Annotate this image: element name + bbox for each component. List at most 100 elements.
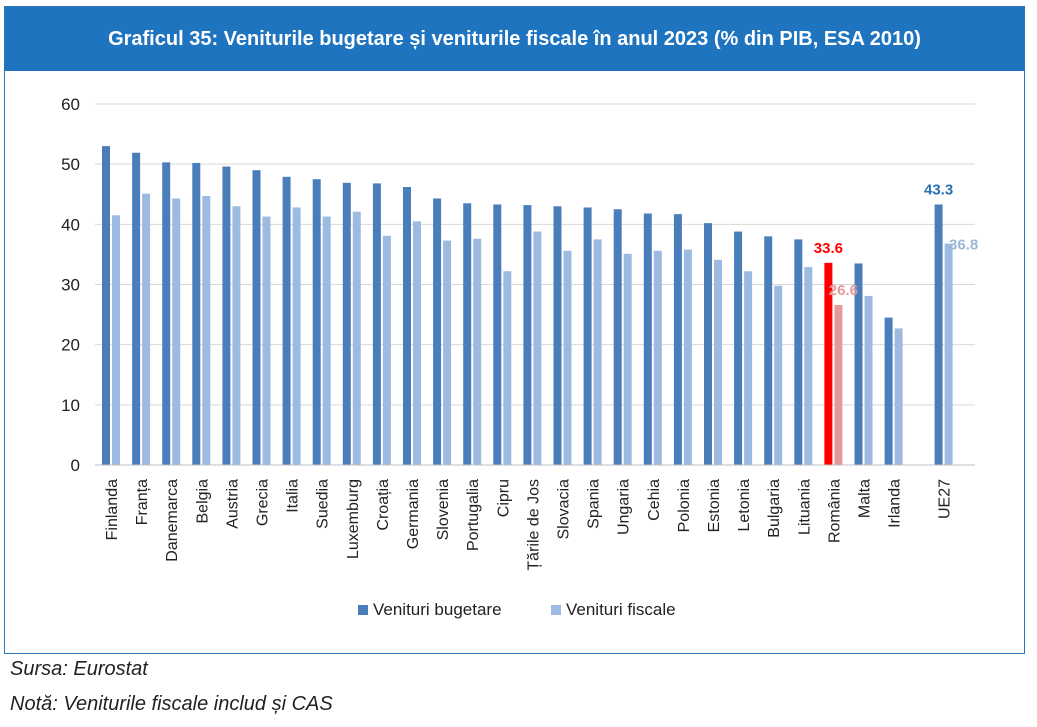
x-tick-label: România xyxy=(826,479,843,543)
bar-venituri-fiscale xyxy=(232,206,241,466)
x-tick-label: Italia xyxy=(285,479,302,513)
data-label: 33.6 xyxy=(814,240,843,257)
chart-title: Graficul 35: Veniturile bugetare și veni… xyxy=(5,7,1024,71)
bar-venituri-fiscale xyxy=(834,304,843,465)
bar-venituri-bugetare xyxy=(794,239,803,465)
bar-venituri-fiscale xyxy=(683,249,692,465)
x-tick-label: Luxemburg xyxy=(345,479,362,559)
bar-venituri-bugetare xyxy=(372,183,381,466)
bar-venituri-fiscale xyxy=(172,198,181,465)
bar-venituri-bugetare xyxy=(643,213,652,465)
x-tick-label: Finlanda xyxy=(104,479,121,540)
bar-venituri-fiscale xyxy=(473,238,482,465)
bar-venituri-bugetare xyxy=(673,214,682,465)
x-tick-label: Belgia xyxy=(194,479,211,524)
legend-swatch xyxy=(358,605,368,615)
bar-venituri-bugetare xyxy=(342,182,351,465)
bar-venituri-bugetare xyxy=(252,170,261,465)
x-tick-label: Bulgaria xyxy=(766,479,783,538)
x-tick-label: Portugalia xyxy=(465,479,482,551)
bar-venituri-fiscale xyxy=(563,250,572,465)
y-axis: 0 10 20 30 40 50 60 xyxy=(61,95,80,475)
source-note: Sursa: Eurostat xyxy=(10,658,148,680)
legend-label: Venituri bugetare xyxy=(373,600,502,619)
y-tick-label: 10 xyxy=(61,396,80,415)
x-tick-label: Țările de Jos xyxy=(525,479,542,571)
x-tick-label: Slovenia xyxy=(435,479,452,540)
bar-venituri-bugetare xyxy=(764,236,773,465)
bar-venituri-bugetare xyxy=(403,187,411,465)
data-label: 26.6 xyxy=(829,282,858,299)
x-tick-label: Slovacia xyxy=(556,479,573,540)
bar-venituri-bugetare xyxy=(222,166,231,465)
data-label: 43.3 xyxy=(924,181,953,198)
y-tick-label: 30 xyxy=(61,276,80,295)
bar-venituri-fiscale xyxy=(292,207,301,465)
bar-venituri-bugetare xyxy=(854,263,863,465)
bar-venituri-fiscale xyxy=(864,295,873,465)
x-tick-label: Cipru xyxy=(495,479,512,517)
bar-venituri-fiscale xyxy=(382,235,391,465)
x-axis: Finlanda Franța Danemarca Belgia Austria Grec… xyxy=(95,464,975,571)
bar-venituri-fiscale xyxy=(262,216,271,465)
x-tick-label: Letonia xyxy=(736,479,753,532)
data-label: 36.8 xyxy=(949,237,978,254)
bar-venituri-fiscale xyxy=(804,267,813,465)
bar-venituri-bugetare xyxy=(734,231,743,465)
bar-venituri-fiscale xyxy=(503,271,512,465)
bar-venituri-fiscale xyxy=(202,196,211,465)
x-tick-label: Danemarca xyxy=(164,479,181,562)
bar-venituri-fiscale xyxy=(653,250,662,465)
legend-label: Venituri fiscale xyxy=(566,600,676,619)
bar-venituri-bugetare xyxy=(282,176,291,465)
x-tick-label: Suedia xyxy=(315,479,332,529)
bar-venituri-bugetare xyxy=(884,317,893,465)
data-labels: 33.6 26.6 43.3 36.8 xyxy=(814,181,978,298)
bar-venituri-bugetare xyxy=(162,162,171,465)
bar-venituri-fiscale xyxy=(533,231,542,465)
x-tick-label: Lituania xyxy=(796,479,813,535)
bar-venituri-bugetare xyxy=(613,209,622,465)
bar-venituri-fiscale xyxy=(413,221,421,465)
y-tick-label: 0 xyxy=(71,456,80,475)
bar-venituri-bugetare xyxy=(463,203,472,465)
bar-venituri-bugetare xyxy=(132,152,141,466)
bars xyxy=(102,146,953,466)
bar-venituri-bugetare xyxy=(934,204,943,465)
legend: Venituri bugetare Venituri fiscale xyxy=(358,600,676,619)
x-tick-label: Grecia xyxy=(255,479,272,526)
x-tick-label: Polonia xyxy=(676,479,693,532)
legend-swatch xyxy=(551,605,561,615)
x-tick-label: Estonia xyxy=(706,479,723,532)
bar-venituri-fiscale xyxy=(112,215,120,465)
bar-venituri-bugetare xyxy=(704,223,712,465)
y-tick-label: 50 xyxy=(61,155,80,174)
bar-venituri-bugetare xyxy=(102,146,110,465)
x-tick-label: Irlanda xyxy=(887,479,904,528)
bar-venituri-fiscale xyxy=(744,271,753,465)
x-tick-label: Spania xyxy=(586,479,603,529)
bar-venituri-fiscale xyxy=(623,253,632,465)
x-tick-label: UE27 xyxy=(937,479,954,519)
x-tick-label: Croația xyxy=(375,479,392,531)
footnote: Notă: Veniturile fiscale includ și CAS xyxy=(10,693,333,715)
bar-venituri-fiscale xyxy=(443,240,452,465)
x-tick-label: Cehia xyxy=(646,479,663,521)
x-tick-label: Austria xyxy=(224,479,241,529)
bar-venituri-bugetare xyxy=(553,206,562,466)
bar-venituri-fiscale xyxy=(894,328,903,465)
y-tick-label: 40 xyxy=(61,215,80,234)
bar-venituri-fiscale xyxy=(142,193,151,466)
x-tick-label: Ungaria xyxy=(616,479,633,535)
bar-venituri-bugetare xyxy=(433,198,442,465)
x-tick-label: Franța xyxy=(134,479,151,525)
bar-venituri-fiscale xyxy=(944,243,953,465)
bar-venituri-fiscale xyxy=(352,211,361,465)
bar-venituri-bugetare xyxy=(824,262,833,465)
x-tick-label: Germania xyxy=(405,479,422,549)
bar-venituri-bugetare xyxy=(493,204,502,465)
bar-venituri-bugetare xyxy=(523,205,532,465)
bar-venituri-bugetare xyxy=(312,179,321,466)
bar-venituri-bugetare xyxy=(192,162,201,466)
